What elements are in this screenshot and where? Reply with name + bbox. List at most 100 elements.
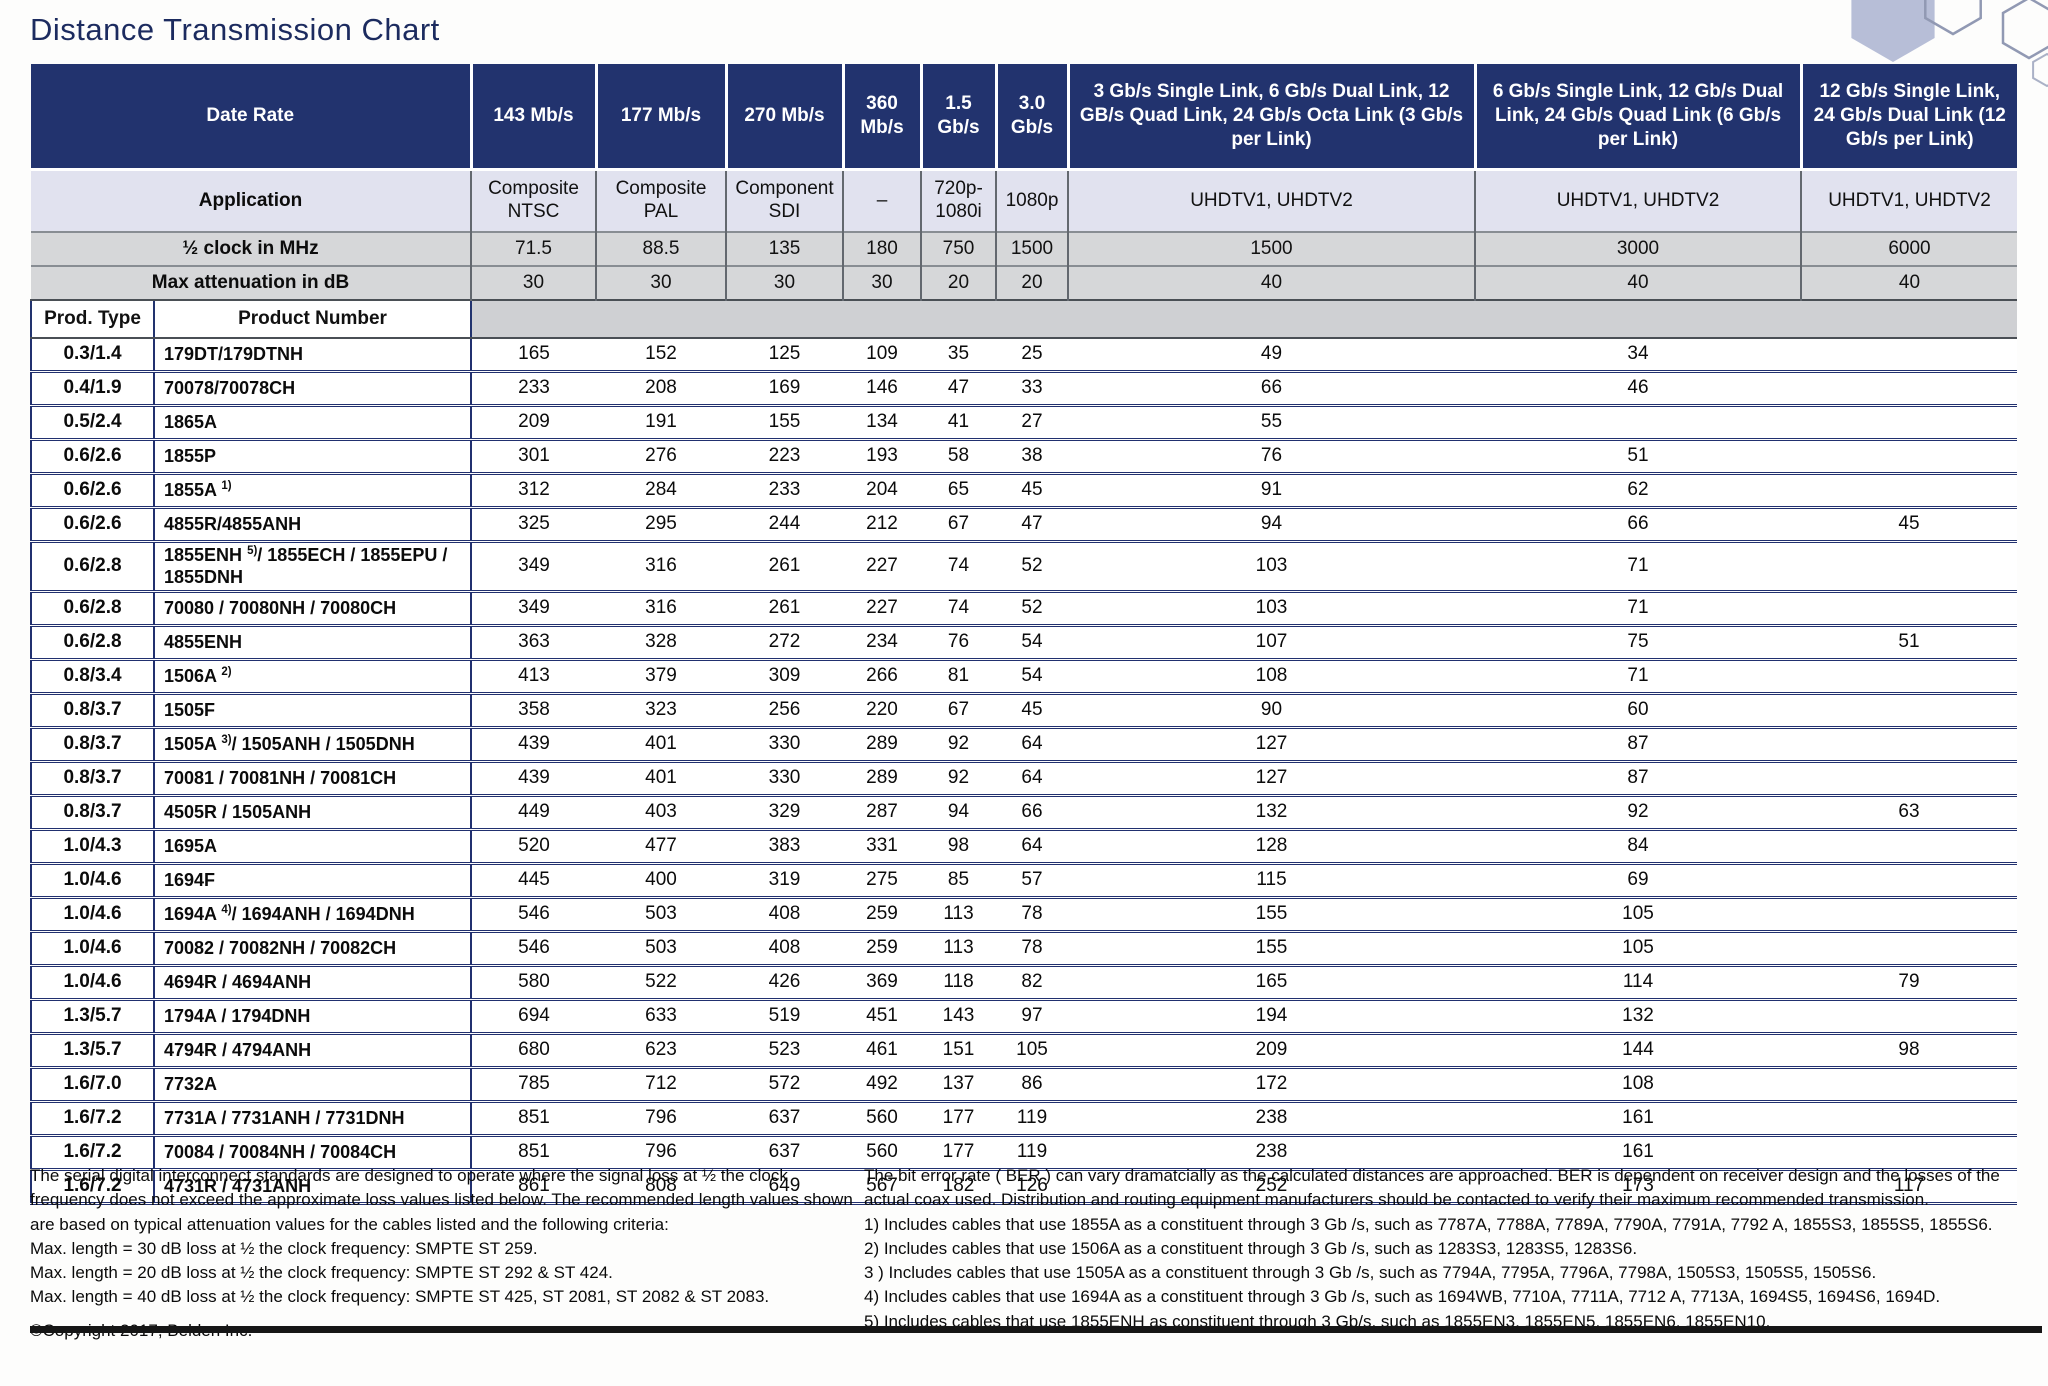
- distance-table: Date Rate 143 Mb/s 177 Mb/s 270 Mb/s 360 Mb/…: [30, 64, 2017, 1206]
- distance-value-cell: 132: [1068, 795, 1475, 832]
- distance-value-cell: 461: [843, 1033, 921, 1070]
- clock-cell: 71.5: [470, 231, 596, 266]
- product-row: 1.6/7.2 7731A / 7731ANH / 7731DNH 851 796 63…: [30, 1101, 2017, 1138]
- product-number-text: 4794R / 4794ANH: [164, 1039, 312, 1060]
- distance-value-cell: 637: [726, 1135, 843, 1172]
- distance-value-cell: 439: [471, 761, 596, 798]
- application-cell: UHDTV1, UHDTV2: [1067, 169, 1475, 232]
- distance-value-cell: 519: [726, 999, 843, 1036]
- distance-value-cell: 261: [726, 591, 843, 628]
- rate-column-header: 1.5 Gb/s: [919, 64, 996, 171]
- distance-value-cell: 74: [921, 541, 996, 594]
- distance-value-cell: 144: [1475, 1033, 1801, 1070]
- product-number-text: 1794A / 1794DNH: [164, 1005, 311, 1026]
- prod-type-cell: 0.6/2.6: [30, 473, 155, 509]
- prod-type-cell: 1.6/7.2: [30, 1101, 155, 1138]
- distance-value-cell: 238: [1068, 1101, 1475, 1138]
- distance-value-cell: 796: [596, 1135, 726, 1172]
- distance-value-cell: 65: [921, 473, 996, 509]
- product-number-text: 70078/70078CH: [164, 377, 296, 398]
- rate-column-header: 360 Mb/s: [841, 64, 921, 171]
- distance-value-cell: 161: [1475, 1135, 1801, 1172]
- distance-value-cell: 49: [1068, 338, 1475, 373]
- product-number-cell: 1694F: [154, 863, 472, 900]
- footnote-3: 3 ) Includes cables that use 1505A as a …: [864, 1263, 1877, 1283]
- product-number-cell: 70078/70078CH: [154, 371, 472, 407]
- distance-value-cell: 623: [596, 1033, 726, 1070]
- distance-value-cell: 861: [471, 1169, 596, 1206]
- clock-cell: 6000: [1800, 231, 2017, 266]
- distance-value-cell: [1801, 1101, 2017, 1138]
- product-number-text: 70082 / 70082NH / 70082CH: [164, 937, 397, 958]
- distance-value-cell: [1801, 693, 2017, 730]
- footnote-marker: 1): [221, 479, 232, 492]
- distance-value-cell: 259: [843, 897, 921, 934]
- footnote-ber-intro: The bit error rate ( BER ) can vary dram…: [864, 1166, 2000, 1210]
- product-number-text: 1855ENH: [164, 545, 248, 565]
- prod-type-cell: 1.6/7.2: [30, 1135, 155, 1172]
- distance-value-cell: 284: [596, 473, 726, 509]
- product-row: 1.3/5.7 1794A / 1794DNH 694 633 519 451 143 97 1…: [30, 999, 2017, 1036]
- prod-type-cell: 1.0/4.6: [30, 965, 155, 1002]
- distance-value-cell: 401: [596, 727, 726, 764]
- distance-value-cell: 79: [1801, 965, 2017, 1002]
- distance-value-cell: 204: [843, 473, 921, 509]
- product-number-text: 7732A: [164, 1073, 218, 1094]
- distance-value-cell: 408: [726, 931, 843, 968]
- distance-value-cell: [1801, 1067, 2017, 1104]
- distance-value-cell: 78: [996, 931, 1068, 968]
- product-number-text: 1694A: [164, 903, 222, 924]
- distance-value-cell: 45: [996, 693, 1068, 730]
- product-number-cell: 70082 / 70082NH / 70082CH: [154, 931, 472, 968]
- distance-value-cell: 64: [996, 761, 1068, 798]
- prod-type-cell: 0.8/3.7: [30, 693, 155, 730]
- distance-value-cell: 85: [921, 863, 996, 900]
- attenuation-cell: 20: [995, 265, 1068, 300]
- rate-column-header: 3 Gb/s Single Link, 6 Gb/s Dual Link, 12…: [1066, 64, 1475, 171]
- distance-value-cell: 71: [1475, 591, 1801, 628]
- product-row: 1.6/7.2 70084 / 70084NH / 70084CH 851 796 63…: [30, 1135, 2017, 1172]
- distance-value-cell: 177: [921, 1101, 996, 1138]
- footnote-marker: 2): [221, 665, 232, 678]
- product-number-text: 1505A: [164, 733, 222, 754]
- distance-value-cell: 60: [1475, 693, 1801, 730]
- footnote-1: 1) Includes cables that use 1855A as a c…: [864, 1214, 1993, 1234]
- prod-type-cell: 0.8/3.7: [30, 761, 155, 798]
- product-number-text: 1694F: [164, 869, 216, 890]
- product-row: 1.0/4.3 1695A 520 477 383 331 98 64 128 84: [30, 829, 2017, 866]
- product-number-cell: 4505R / 1505ANH: [154, 795, 472, 832]
- product-number-text: / 1694ANH / 1694DNH: [231, 903, 415, 924]
- product-number-text: 4855ENH: [164, 631, 243, 652]
- distance-value-cell: 108: [1475, 1067, 1801, 1104]
- application-cell: –: [842, 169, 921, 232]
- distance-value-cell: 379: [596, 659, 726, 696]
- distance-value-cell: [1801, 541, 2017, 594]
- rate-column-header: 3.0 Gb/s: [994, 64, 1068, 171]
- distance-value-cell: 408: [726, 897, 843, 934]
- distance-value-cell: 358: [471, 693, 596, 730]
- distance-value-cell: 97: [996, 999, 1068, 1036]
- distance-value-cell: 66: [996, 795, 1068, 832]
- distance-value-cell: 117: [1801, 1169, 2017, 1206]
- distance-value-cell: 503: [596, 897, 726, 934]
- product-number-cell: 1865A: [154, 405, 472, 441]
- distance-value-cell: 66: [1475, 507, 1801, 543]
- distance-value-cell: 128: [1068, 829, 1475, 866]
- distance-value-cell: 330: [726, 761, 843, 798]
- product-number-cell: 1505A 3)/ 1505ANH / 1505DNH: [154, 727, 472, 764]
- page-title: Distance Transmission Chart: [30, 12, 440, 47]
- prod-type-cell: 0.6/2.6: [30, 507, 155, 543]
- distance-value-cell: 74: [921, 591, 996, 628]
- distance-value-cell: 155: [726, 405, 843, 441]
- attenuation-cell: 30: [725, 265, 843, 300]
- distance-value-cell: 109: [843, 338, 921, 373]
- product-row: 1.0/4.6 4694R / 4694ANH 580 522 426 369 118 82 1…: [30, 965, 2017, 1002]
- distance-value-cell: 161: [1475, 1101, 1801, 1138]
- distance-value-cell: 445: [471, 863, 596, 900]
- product-number-cell: 1694A 4)/ 1694ANH / 1694DNH: [154, 897, 472, 934]
- distance-value-cell: 233: [471, 371, 596, 407]
- distance-value-cell: 103: [1068, 541, 1475, 594]
- distance-value-cell: 169: [726, 371, 843, 407]
- header-row: Date Rate 143 Mb/s 177 Mb/s 270 Mb/s 360 Mb/…: [31, 64, 2017, 171]
- distance-value-cell: 316: [596, 541, 726, 594]
